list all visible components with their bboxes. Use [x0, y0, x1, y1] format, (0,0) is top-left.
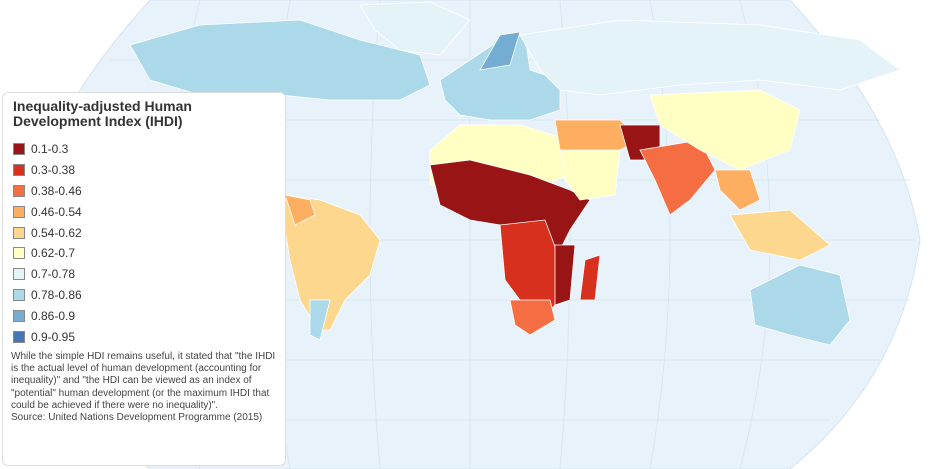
legend-item[interactable]: 0.7-0.78 [13, 264, 279, 285]
legend-swatch [13, 288, 25, 301]
legend-swatch [13, 330, 25, 343]
legend-swatch [13, 268, 25, 281]
legend-item[interactable]: 0.86-0.9 [13, 305, 279, 326]
legend-label: 0.7-0.78 [31, 267, 76, 282]
legend-item[interactable]: 0.9-0.95 [13, 326, 279, 347]
legend-swatch [13, 247, 25, 260]
description: While the simple HDI remains useful, it … [11, 351, 279, 424]
legend-swatch [13, 184, 25, 197]
source: Source: United Nations Development Progr… [11, 411, 263, 423]
legend-item[interactable]: 0.38-0.46 [13, 181, 279, 202]
legend-label: 0.38-0.46 [31, 183, 82, 198]
legend-swatch [13, 226, 25, 239]
legend-item[interactable]: 0.54-0.62 [13, 222, 279, 243]
legend-swatch [13, 164, 25, 177]
description-text: While the simple HDI remains useful, it … [11, 350, 276, 411]
legend-items: 0.1-0.3 0.3-0.38 0.38-0.46 0.46-0.54 0.54-0.… [9, 139, 279, 347]
countries [129, 1, 901, 346]
legend-item[interactable]: 0.78-0.86 [13, 285, 279, 306]
legend-label: 0.78-0.86 [31, 287, 82, 302]
legend-title: Inequality-adjusted Human Development In… [13, 98, 192, 129]
legend-label: 0.62-0.7 [31, 246, 76, 261]
legend-swatch [13, 309, 25, 322]
legend-item[interactable]: 0.1-0.3 [13, 139, 279, 160]
legend-item[interactable]: 0.62-0.7 [13, 243, 279, 264]
legend-swatch [13, 143, 25, 156]
legend-label: 0.1-0.3 [31, 142, 69, 157]
legend-label: 0.9-0.95 [31, 329, 76, 344]
legend-label: 0.3-0.38 [31, 163, 76, 178]
legend-item[interactable]: 0.46-0.54 [13, 201, 279, 222]
legend-swatch [13, 205, 25, 218]
legend-item[interactable]: 0.3-0.38 [13, 160, 279, 181]
legend-label: 0.86-0.9 [31, 308, 76, 323]
legend: Inequality-adjusted Human Development In… [2, 92, 286, 466]
legend-label: 0.46-0.54 [31, 204, 82, 219]
legend-label: 0.54-0.62 [31, 225, 82, 240]
